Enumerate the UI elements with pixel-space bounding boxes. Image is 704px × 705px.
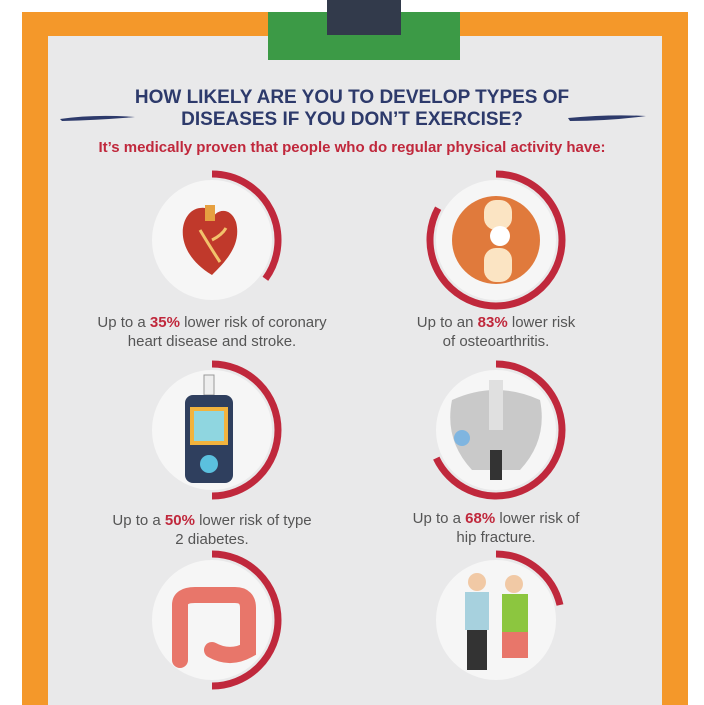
text-part: Up to a <box>112 512 165 529</box>
percent-label: 68% <box>465 510 495 527</box>
icon-knee <box>452 196 540 284</box>
icon-glucose-meter <box>185 374 233 483</box>
text-part: Up to an <box>417 314 478 331</box>
brush-left <box>60 115 135 121</box>
icon-heart <box>182 205 238 275</box>
icon-colon <box>172 587 256 668</box>
ring-arc <box>211 550 282 690</box>
text-part: Up to a <box>413 510 466 527</box>
paper <box>48 36 662 705</box>
subtitle: It’s medically proven that people who do… <box>98 139 605 156</box>
item-text: Up to a 68% lower risk of <box>413 510 581 527</box>
icon-pelvis <box>450 380 542 480</box>
title: HOW LIKELY ARE YOU TO DEVELOP TYPES OF <box>135 87 569 108</box>
item-text: 2 diabetes. <box>175 531 248 548</box>
icon-elderly-couple <box>465 573 528 670</box>
percent-label: 50% <box>165 512 195 529</box>
percent-label: 35% <box>150 314 180 331</box>
ring-arc <box>426 170 566 310</box>
item-text: Up to a 50% lower risk of type <box>112 512 311 529</box>
ring-arc <box>211 170 282 281</box>
text-part: lower risk of coronary <box>180 314 327 331</box>
item-text: heart disease and stroke. <box>128 333 296 350</box>
text-part: lower risk of <box>495 510 580 527</box>
brush-right <box>568 115 646 121</box>
percent-label: 83% <box>478 314 508 331</box>
text-part: lower risk of type <box>195 512 312 529</box>
clip-top <box>327 0 401 35</box>
ring-arc <box>211 360 282 500</box>
ring-arc <box>495 550 564 606</box>
ring-arc <box>433 360 566 500</box>
item-text: Up to an 83% lower risk <box>417 314 576 331</box>
icon-backdrop <box>436 560 556 680</box>
item-text: Up to a 35% lower risk of coronary <box>97 314 327 331</box>
text-part: lower risk <box>508 314 576 331</box>
title: DISEASES IF YOU DON’T EXERCISE? <box>181 109 523 130</box>
item-text: hip fracture. <box>456 529 535 546</box>
text-part: Up to a <box>97 314 150 331</box>
item-text: of osteoarthritis. <box>443 333 550 350</box>
